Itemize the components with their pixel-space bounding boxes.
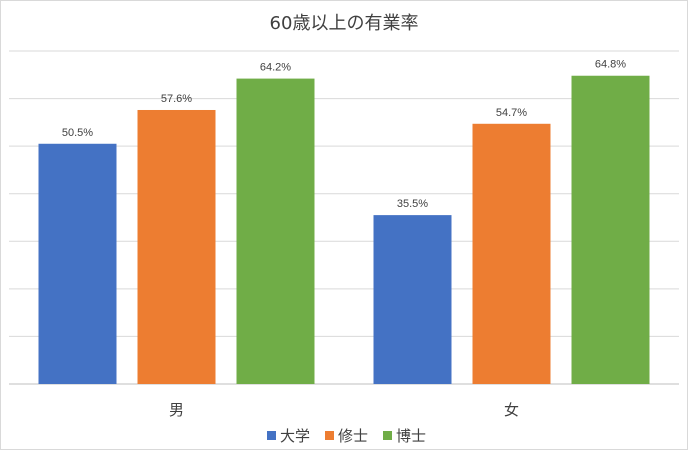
data-label: 64.2%	[260, 62, 291, 74]
data-label: 50.5%	[62, 127, 93, 139]
gridlines	[9, 50, 679, 385]
legend: 大学 修士 博士	[267, 427, 426, 445]
x-axis: 男女	[169, 401, 519, 419]
bars	[38, 75, 650, 384]
x-tick-label: 男	[169, 401, 184, 419]
legend-swatch	[267, 431, 276, 440]
legend-swatch	[325, 431, 334, 440]
data-label: 54.7%	[496, 107, 527, 119]
data-labels: 50.5% 57.6% 64.2% 35.5% 54.7% 64.8%	[62, 59, 626, 210]
data-label: 35.5%	[397, 198, 428, 210]
bar-博士-男	[236, 78, 315, 384]
data-label: 64.8%	[595, 59, 626, 71]
legend-label: 大学	[280, 427, 310, 445]
bar-大学-男	[38, 143, 117, 384]
data-label: 57.6%	[161, 93, 192, 105]
legend-label: 博士	[396, 427, 426, 445]
legend-swatch	[383, 431, 392, 440]
bar-博士-女	[571, 75, 650, 384]
x-tick-label: 女	[504, 401, 519, 419]
bar-修士-男	[137, 109, 216, 384]
chart-title: 60歳以上の有業率	[270, 13, 419, 34]
bar-修士-女	[472, 123, 551, 384]
legend-label: 修士	[338, 427, 368, 445]
bar-大学-女	[373, 215, 452, 384]
